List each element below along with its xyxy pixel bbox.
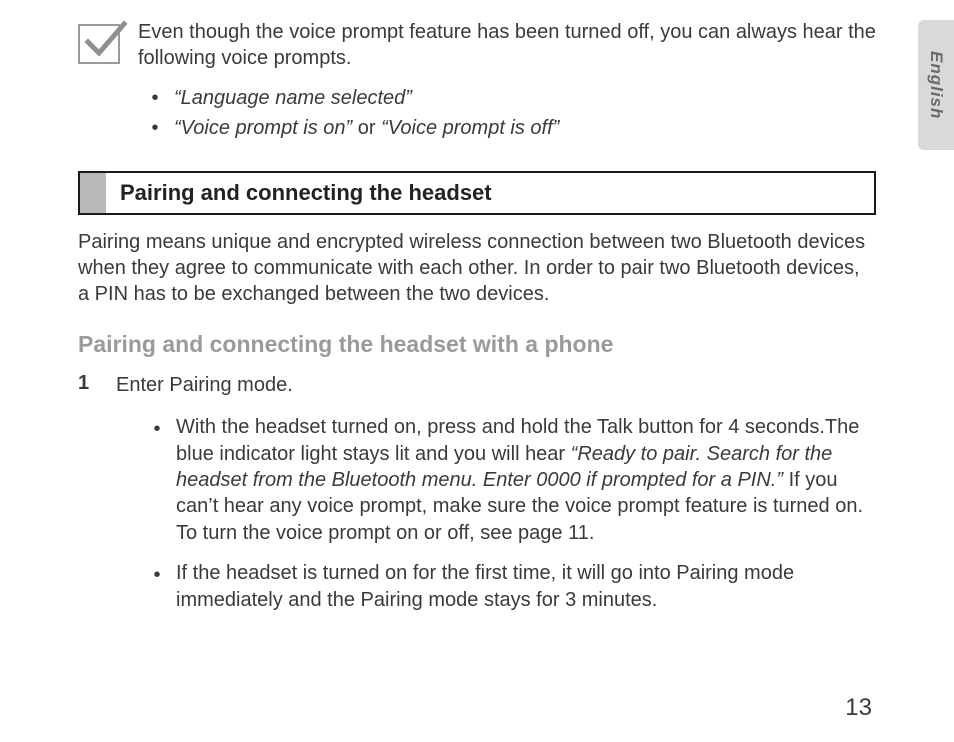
note-bullet-text: “Language name selected” bbox=[174, 83, 412, 113]
bullet-dot-icon: • bbox=[150, 83, 160, 113]
section-heading-accent bbox=[80, 173, 106, 213]
bullet-dot-icon: • bbox=[152, 414, 162, 546]
language-tab-label: English bbox=[926, 51, 946, 119]
checkmark-icon bbox=[78, 24, 120, 64]
note-intro-text: Even though the voice prompt feature has… bbox=[138, 20, 876, 71]
section-heading: Pairing and connecting the headset bbox=[78, 171, 876, 215]
step-bullet-list: • With the headset turned on, press and … bbox=[152, 414, 876, 613]
language-tab: English bbox=[918, 20, 954, 150]
step-bullet-text: With the headset turned on, press and ho… bbox=[176, 414, 876, 546]
note-block: Even though the voice prompt feature has… bbox=[78, 20, 876, 71]
step-item: 1 Enter Pairing mode. bbox=[78, 372, 876, 398]
subheading: Pairing and connecting the headset with … bbox=[78, 331, 876, 358]
page-content: Even though the voice prompt feature has… bbox=[78, 20, 876, 627]
step-bullet: • If the headset is turned on for the fi… bbox=[152, 560, 876, 613]
step-bullet-text: If the headset is turned on for the firs… bbox=[176, 560, 876, 613]
step-number: 1 bbox=[78, 372, 94, 398]
note-bullet-list: • “Language name selected” • “Voice prom… bbox=[150, 83, 876, 143]
bullet-dot-icon: • bbox=[150, 113, 160, 143]
note-bullet: • “Voice prompt is on” or “Voice prompt … bbox=[150, 113, 876, 143]
bullet-dot-icon: • bbox=[152, 560, 162, 613]
note-bullet: • “Language name selected” bbox=[150, 83, 876, 113]
note-intro: Even though the voice prompt feature has… bbox=[138, 20, 876, 71]
page-number: 13 bbox=[845, 694, 872, 722]
section-heading-title: Pairing and connecting the headset bbox=[106, 173, 492, 213]
note-bullet-text: “Voice prompt is on” or “Voice prompt is… bbox=[174, 113, 559, 143]
step-bullet: • With the headset turned on, press and … bbox=[152, 414, 876, 546]
step-text: Enter Pairing mode. bbox=[116, 372, 293, 398]
pairing-intro-paragraph: Pairing means unique and encrypted wirel… bbox=[78, 229, 876, 307]
